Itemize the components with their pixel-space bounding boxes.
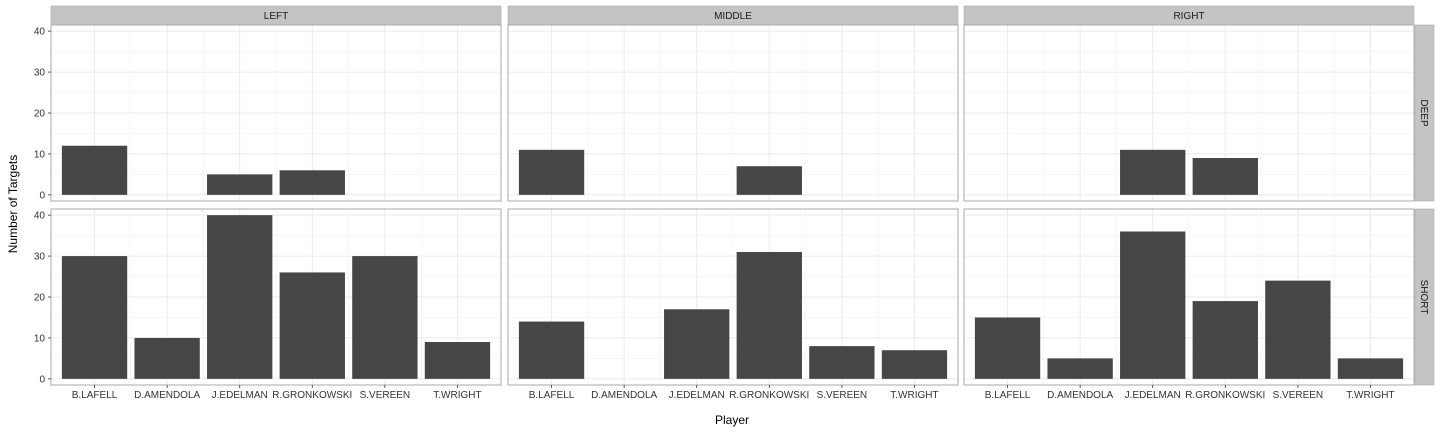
panel-deep-right — [963, 24, 1415, 202]
x-tick-label: D.AMENDOLA — [591, 390, 657, 401]
bar-b-lafell — [518, 321, 585, 379]
bar-d-amendola — [1047, 358, 1113, 379]
y-tick-label: 30 — [34, 252, 46, 263]
facet-strip-deep — [1414, 24, 1435, 202]
y-tick-label: 40 — [34, 27, 46, 38]
x-tick-label: R.GRONKOWSKI — [729, 390, 809, 401]
x-tick-label: J.EDELMAN — [212, 390, 268, 401]
bar-t-wright — [881, 350, 948, 379]
panel-deep-left — [50, 24, 502, 202]
x-tick-label: D.AMENDOLA — [1047, 390, 1113, 401]
bar-r-gronkowski — [279, 272, 345, 379]
x-tick-label: T.WRIGHT — [1346, 390, 1394, 401]
facet-strip-label: LEFT — [264, 11, 288, 22]
panel-short-left — [50, 208, 502, 386]
facet-strip-label: DEEP — [1418, 99, 1429, 127]
bar-j-edelman — [1120, 231, 1186, 379]
bar-j-edelman — [1120, 149, 1186, 195]
bar-t-wright — [1337, 358, 1404, 379]
panel-deep-middle — [507, 24, 959, 202]
bar-j-edelman — [207, 174, 273, 195]
bar-t-wright — [424, 342, 491, 379]
y-tick-label: 20 — [34, 109, 46, 120]
x-tick-label: D.AMENDOLA — [134, 390, 200, 401]
bar-j-edelman — [664, 309, 730, 379]
bar-b-lafell — [61, 145, 128, 195]
x-tick-label: S.VEREEN — [360, 390, 411, 401]
panel-border — [963, 24, 1415, 202]
x-tick-label: R.GRONKOWSKI — [272, 390, 352, 401]
y-tick-label: 0 — [39, 374, 45, 385]
x-tick-label: R.GRONKOWSKI — [1185, 390, 1265, 401]
panel-border — [963, 208, 1415, 386]
bar-r-gronkowski — [279, 170, 345, 195]
x-tick-label: J.EDELMAN — [669, 390, 725, 401]
facet-strip-short — [1414, 208, 1435, 386]
x-tick-label: B.LAFELL — [72, 390, 118, 401]
bar-b-lafell — [61, 256, 128, 379]
y-tick-label: 10 — [34, 149, 46, 160]
facet-strips: LEFT MIDDLE RIGHT DEEP SHORT — [50, 5, 1435, 386]
bar-b-lafell — [518, 149, 585, 195]
x-tick-label: T.WRIGHT — [433, 390, 481, 401]
x-tick-label: J.EDELMAN — [1125, 390, 1181, 401]
x-tick-label: S.VEREEN — [817, 390, 868, 401]
bar-r-gronkowski — [736, 251, 802, 379]
facet-strip-label: RIGHT — [1173, 11, 1204, 22]
x-tick-label: B.LAFELL — [529, 390, 575, 401]
bar-d-amendola — [134, 337, 200, 379]
x-tick-label: S.VEREEN — [1273, 390, 1324, 401]
x-tick-label: B.LAFELL — [985, 390, 1031, 401]
bar-b-lafell — [974, 317, 1041, 379]
x-tick-label: T.WRIGHT — [890, 390, 938, 401]
facet-strip-label: SHORT — [1418, 280, 1429, 315]
panel-short-right — [963, 208, 1415, 386]
facet-panels — [50, 24, 1415, 386]
facet-strip-label: MIDDLE — [714, 11, 752, 22]
y-tick-label: 20 — [34, 293, 46, 304]
y-tick-label: 30 — [34, 68, 46, 79]
bar-r-gronkowski — [1192, 158, 1258, 195]
y-tick-label: 40 — [34, 211, 46, 222]
y-axis-title: Number of Targets — [6, 155, 20, 254]
y-tick-label: 10 — [34, 333, 46, 344]
bar-s-vereen — [352, 256, 418, 379]
bar-j-edelman — [207, 215, 273, 379]
x-axes: B.LAFELL D.AMENDOLA J.EDELMAN R.GRONKOWSKI S… — [72, 385, 1395, 401]
y-axes: 0 10 20 30 40 0 10 20 30 40 — [34, 27, 51, 385]
panel-border — [507, 208, 959, 386]
bar-s-vereen — [1265, 280, 1331, 379]
y-tick-label: 0 — [39, 190, 45, 201]
panel-border — [507, 24, 959, 202]
bar-s-vereen — [809, 346, 875, 379]
x-axis-title: Player — [715, 413, 749, 427]
panel-short-middle — [507, 208, 959, 386]
bar-r-gronkowski — [1192, 301, 1258, 379]
bar-r-gronkowski — [736, 166, 802, 195]
